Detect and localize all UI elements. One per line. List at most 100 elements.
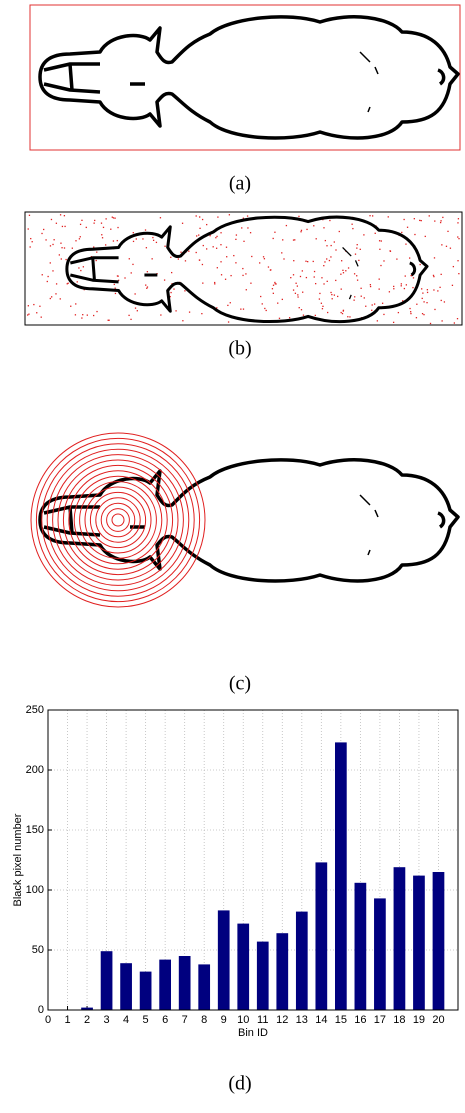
noise-dot <box>440 220 442 222</box>
bar <box>198 964 211 1010</box>
noise-dot <box>363 297 365 299</box>
noise-dot <box>146 287 148 289</box>
noise-dot <box>52 270 54 272</box>
noise-dot <box>307 260 309 263</box>
noise-dot <box>318 298 321 300</box>
noise-dot <box>349 316 351 318</box>
noise-dot <box>313 270 316 273</box>
noise-dot <box>58 254 60 256</box>
noise-dot <box>61 247 63 249</box>
noise-dot <box>342 269 344 271</box>
noise-dot <box>322 305 324 307</box>
noise-dot <box>326 280 328 282</box>
noise-dot <box>216 307 218 309</box>
axes-frame <box>47 709 459 1011</box>
noise-dot <box>403 218 405 221</box>
noise-dot <box>330 256 332 258</box>
noise-dot <box>228 214 231 216</box>
noise-dot <box>224 278 227 280</box>
noise-dot <box>128 314 130 317</box>
noise-dot <box>432 274 435 277</box>
noise-dot <box>242 217 245 219</box>
noise-dot <box>353 299 355 301</box>
noise-dot <box>107 319 109 321</box>
noise-dot <box>272 284 275 286</box>
noise-dot <box>220 244 222 246</box>
noise-dot <box>245 289 247 291</box>
noise-dot <box>29 246 31 248</box>
noise-dot <box>76 281 78 283</box>
noise-dot <box>235 234 238 236</box>
noise-dot <box>433 275 435 278</box>
ring <box>111 513 125 527</box>
ring <box>68 470 168 570</box>
noise-dot <box>294 239 296 241</box>
noise-dot <box>40 316 42 318</box>
noise-dot <box>134 293 136 295</box>
noise-dot <box>247 227 249 229</box>
bar <box>100 951 113 1010</box>
noise-dot <box>333 241 335 243</box>
noise-dot <box>128 258 130 260</box>
noise-dot <box>301 270 303 272</box>
noise-dot <box>112 240 115 242</box>
noise-dot <box>65 258 67 261</box>
noise-dot <box>250 282 252 284</box>
noise-dot <box>314 282 317 285</box>
noise-dot <box>439 221 442 224</box>
y-tick-label: 0 <box>38 1004 44 1016</box>
noise-dot <box>45 239 47 241</box>
noise-dot <box>373 303 376 305</box>
noise-dot <box>302 291 304 293</box>
noise-dot <box>410 312 412 315</box>
noise-dot <box>299 275 302 278</box>
noise-dot <box>55 293 57 295</box>
bar <box>276 933 289 1010</box>
noise-dot <box>81 219 83 221</box>
noise-dot <box>259 262 261 264</box>
noise-dot <box>130 318 132 321</box>
noise-dot <box>265 309 267 312</box>
bar <box>335 742 347 1010</box>
noise-dot <box>305 276 308 279</box>
noise-dot <box>380 264 382 267</box>
y-tick-label: 150 <box>26 824 44 836</box>
noise-dot <box>272 237 274 240</box>
x-tick-label: 16 <box>354 1014 366 1026</box>
noise-dot <box>233 254 235 257</box>
noise-dot <box>324 239 326 242</box>
noise-dot <box>414 233 416 236</box>
noise-dot <box>409 307 411 310</box>
noise-dot <box>79 236 81 238</box>
noise-dot <box>423 301 425 303</box>
bar <box>159 959 171 1010</box>
noise-dot <box>267 266 270 268</box>
noise-dot <box>405 284 408 286</box>
noise-dot <box>169 295 171 298</box>
noise-dot <box>451 284 454 286</box>
noise-dot <box>426 302 428 304</box>
noise-dot <box>164 245 166 247</box>
noise-dot <box>440 273 442 276</box>
noise-dot <box>434 308 436 311</box>
noise-dot <box>406 226 409 228</box>
noise-dot <box>242 267 244 270</box>
x-tick-label: 5 <box>143 1014 149 1026</box>
noise-dot <box>142 238 144 240</box>
noise-dot <box>283 258 285 260</box>
noise-dot <box>392 321 395 324</box>
x-tick-label: 13 <box>296 1014 308 1026</box>
noise-dot <box>396 258 398 260</box>
noise-dot <box>337 295 339 298</box>
noise-dot <box>209 235 211 237</box>
noise-dot <box>313 276 315 278</box>
noise-dot <box>333 294 336 296</box>
noise-dot <box>117 279 120 281</box>
ring <box>106 508 130 532</box>
noise-dot <box>298 307 300 309</box>
noise-dot <box>400 283 402 285</box>
noise-dot <box>456 318 459 320</box>
ring <box>95 497 141 543</box>
noise-dot <box>428 215 430 217</box>
